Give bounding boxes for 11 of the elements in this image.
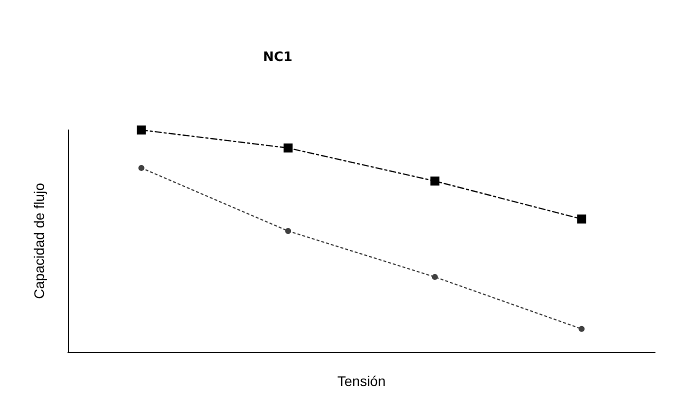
point xyxy=(285,228,292,234)
point xyxy=(284,143,293,152)
y-axis-title: Capacidad de flujo xyxy=(31,182,47,299)
x-axis-title: Tensión xyxy=(337,373,386,389)
point xyxy=(136,126,146,134)
point xyxy=(138,164,144,171)
point xyxy=(430,176,440,186)
point xyxy=(432,274,438,280)
point xyxy=(577,214,586,224)
chart-title: NC1 xyxy=(263,50,292,65)
point xyxy=(578,326,585,332)
